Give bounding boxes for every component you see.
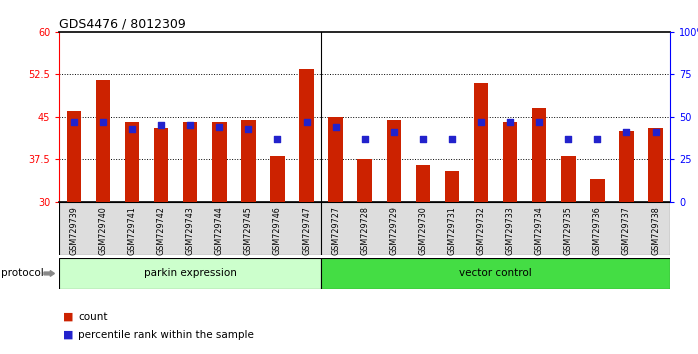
Point [592,136,603,142]
Bar [474,83,489,202]
Bar [648,128,663,202]
Bar [328,117,343,202]
Bar [212,122,227,202]
Point [68,119,80,125]
Text: ■: ■ [63,330,73,339]
Text: GSM729741: GSM729741 [128,206,137,255]
Bar [66,111,81,202]
Text: GSM729729: GSM729729 [389,206,399,255]
Point [214,124,225,130]
Bar [357,159,372,202]
Text: GSM729743: GSM729743 [186,206,195,255]
Bar [125,122,140,202]
Bar [590,179,604,202]
Point [184,122,195,128]
Point [650,129,661,135]
Bar [270,156,285,202]
Point [126,126,138,132]
Text: GSM729738: GSM729738 [651,206,660,255]
Point [272,136,283,142]
Text: GSM729742: GSM729742 [156,206,165,255]
Text: parkin expression: parkin expression [144,268,237,279]
Bar [415,165,430,202]
Bar [561,156,576,202]
Text: GSM729734: GSM729734 [535,206,544,255]
Bar [154,128,168,202]
Bar [532,108,547,202]
Point [446,136,457,142]
Text: GSM729747: GSM729747 [302,206,311,255]
Point [301,119,312,125]
Text: GSM729736: GSM729736 [593,206,602,255]
Text: GSM729730: GSM729730 [418,206,427,255]
Point [330,124,341,130]
Point [505,119,516,125]
Text: protocol: protocol [1,268,44,279]
Point [97,119,108,125]
Text: GSM729728: GSM729728 [360,206,369,255]
Point [156,122,167,128]
Text: GSM729733: GSM729733 [505,206,514,255]
Text: count: count [78,312,107,322]
Point [388,129,399,135]
Text: vector control: vector control [459,268,532,279]
Point [359,136,370,142]
Text: ■: ■ [63,312,73,322]
Text: percentile rank within the sample: percentile rank within the sample [78,330,254,339]
Text: GSM729744: GSM729744 [215,206,224,255]
Point [621,129,632,135]
Text: GSM729731: GSM729731 [447,206,456,255]
Bar [183,122,198,202]
Text: GSM729727: GSM729727 [331,206,340,255]
Text: GSM729732: GSM729732 [477,206,486,255]
Bar [299,69,314,202]
Point [563,136,574,142]
Point [533,119,544,125]
Text: GSM729737: GSM729737 [622,206,631,255]
Point [417,136,429,142]
Bar [619,131,634,202]
Text: GDS4476 / 8012309: GDS4476 / 8012309 [59,18,186,31]
Text: GSM729739: GSM729739 [69,206,78,255]
Bar [241,120,255,202]
Bar [445,171,459,202]
Bar [96,80,110,202]
Text: GSM729740: GSM729740 [98,206,107,255]
Point [243,126,254,132]
Text: GSM729735: GSM729735 [564,206,573,255]
Bar [321,258,670,289]
Text: GSM729746: GSM729746 [273,206,282,255]
Text: GSM729745: GSM729745 [244,206,253,255]
Bar [387,120,401,202]
Point [475,119,487,125]
Bar [503,122,517,202]
Bar [59,258,321,289]
